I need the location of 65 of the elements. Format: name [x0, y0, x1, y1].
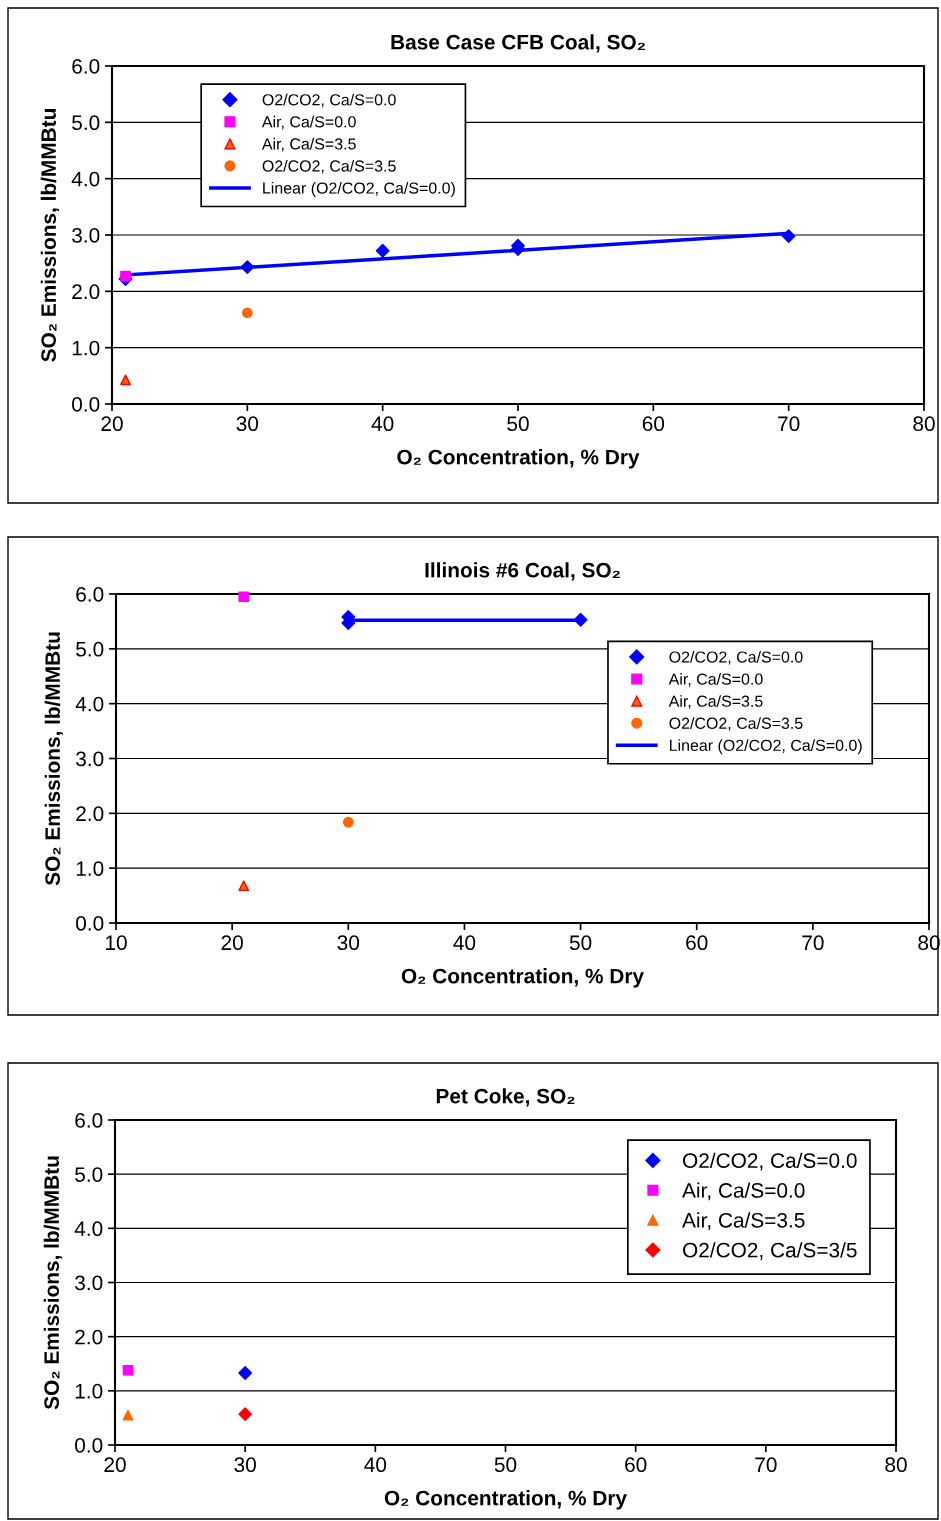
x-tick-label: 20	[104, 1457, 126, 1473]
x-axis-title: O₂ Concentration, % Dry	[397, 449, 640, 469]
legend-label: Linear (O2/CO2, Ca/S=0.0)	[263, 182, 455, 197]
chart-title: Illinois #6 Coal, SO₂	[425, 562, 620, 581]
x-tick-label: 30	[234, 1457, 256, 1473]
x-tick-label: 70	[755, 1457, 777, 1473]
x-tick-label: 30	[337, 935, 360, 951]
legend-label: O2/CO2, Ca/S=0.0	[262, 93, 396, 108]
x-tick-label: 40	[364, 1457, 387, 1473]
y-tick-label: 0.0	[72, 397, 100, 412]
legend-label: O2/CO2, Ca/S=3.5	[262, 159, 396, 174]
y-axis-title: SO₂ Emissions, lb/MMBtu	[44, 632, 64, 886]
x-tick-label: 70	[778, 416, 800, 432]
legend-label: Air, Ca/S=3.5	[261, 137, 356, 152]
y-tick-label: 4.0	[71, 171, 100, 187]
y-tick-label: 6.0	[72, 59, 100, 74]
y-tick-label: 3.0	[72, 228, 100, 243]
x-tick-label: 50	[507, 416, 529, 432]
x-tick-label: 50	[569, 935, 592, 951]
x-axis-title: O₂ Concentration, % Dry	[401, 968, 644, 988]
legend-label: Air, Ca/S=0.0	[668, 673, 763, 687]
y-tick-label: 1.0	[72, 340, 100, 356]
x-tick-label: 50	[494, 1457, 517, 1473]
x-tick-label: 60	[625, 1457, 647, 1473]
y-tick-label: 2.0	[76, 806, 104, 822]
x-tick-label: 60	[642, 416, 665, 432]
x-tick-label: 40	[371, 416, 394, 432]
legend-label: Air, Ca/S=0.0	[261, 115, 356, 130]
y-tick-label: 1.0	[75, 1383, 103, 1399]
x-tick-label: 20	[221, 935, 243, 951]
y-tick-label: 4.0	[74, 1221, 103, 1237]
legend-label: Linear (O2/CO2, Ca/S=0.0)	[670, 739, 862, 755]
y-tick-label: 2.0	[75, 1329, 103, 1345]
y-axis-title: SO₂ Emissions, lb/MMBtu	[40, 109, 60, 362]
x-tick-label: 30	[236, 416, 259, 432]
legend-label: O2/CO2, Ca/S=0.0	[669, 650, 803, 665]
legend-label: O2/CO2, Ca/S=3.5	[669, 717, 803, 731]
y-tick-label: 4.0	[75, 696, 104, 712]
legend-label: Air, Ca/S=3.5	[668, 695, 763, 709]
y-tick-label: 3.0	[75, 1275, 103, 1291]
y-tick-label: 0.0	[75, 1438, 103, 1453]
y-tick-label: 5.0	[72, 115, 100, 131]
y-tick-label: 6.0	[76, 587, 104, 602]
y-tick-label: 1.0	[76, 861, 104, 876]
x-tick-label: 40	[453, 935, 476, 951]
x-tick-label: 10	[106, 935, 127, 951]
y-tick-label: 2.0	[72, 284, 100, 300]
x-tick-label: 20	[101, 416, 123, 432]
y-tick-label: 0.0	[76, 916, 104, 931]
y-tick-label: 6.0	[75, 1113, 103, 1128]
chart-title: Pet Coke, SO₂	[436, 1088, 575, 1107]
y-tick-label: 3.0	[76, 751, 104, 767]
y-tick-label: 5.0	[76, 641, 104, 657]
legend-label: O2/CO2, Ca/S=0.0	[683, 1152, 857, 1171]
x-tick-label: 60	[686, 935, 708, 951]
legend-label: Air, Ca/S=3.5	[682, 1212, 805, 1231]
x-tick-label: 80	[885, 1457, 907, 1473]
y-axis-title: SO₂ Emissions, lb/MMBtu	[43, 1156, 63, 1410]
x-axis-title: O₂ Concentration, % Dry	[384, 1490, 627, 1510]
legend-label: O2/CO2, Ca/S=3/5	[683, 1242, 857, 1260]
y-tick-label: 5.0	[75, 1167, 103, 1182]
legend-label: Air, Ca/S=0.0	[682, 1182, 805, 1201]
x-tick-label: 80	[913, 416, 935, 432]
x-tick-label: 70	[802, 935, 824, 951]
chart-title: Base Case CFB Coal, SO₂	[391, 34, 645, 53]
